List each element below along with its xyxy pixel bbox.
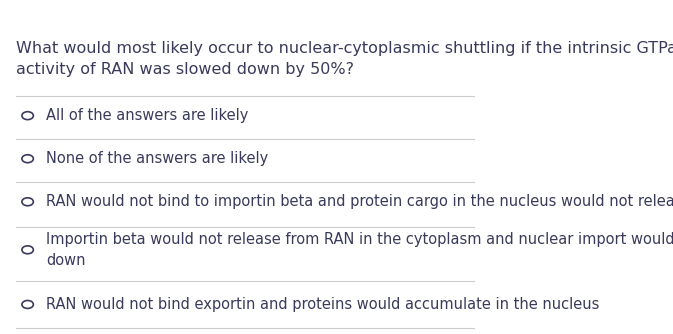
Text: Importin beta would not release from RAN in the cytoplasm and nuclear import wou: Importin beta would not release from RAN… (46, 232, 673, 268)
Circle shape (22, 246, 34, 254)
Text: What would most likely occur to nuclear-cytoplasmic shuttling if the intrinsic G: What would most likely occur to nuclear-… (15, 41, 673, 77)
Text: RAN would not bind to importin beta and protein cargo in the nucleus would not r: RAN would not bind to importin beta and … (46, 194, 673, 209)
Text: RAN would not bind exportin and proteins would accumulate in the nucleus: RAN would not bind exportin and proteins… (46, 297, 599, 312)
Text: None of the answers are likely: None of the answers are likely (46, 151, 268, 166)
Circle shape (22, 155, 34, 163)
Circle shape (22, 112, 34, 120)
Circle shape (22, 301, 34, 308)
Circle shape (22, 198, 34, 206)
Text: All of the answers are likely: All of the answers are likely (46, 108, 248, 123)
